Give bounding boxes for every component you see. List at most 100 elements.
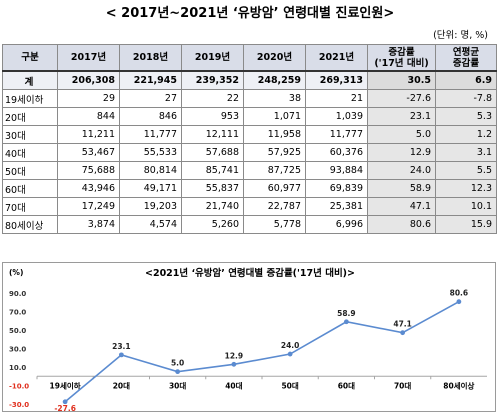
table-cell: 11,211 xyxy=(57,125,120,144)
data-label: 5.0 xyxy=(171,359,184,368)
x-tick-label: 19세이하 xyxy=(50,380,81,390)
column-header-line1: 2019년 xyxy=(194,52,231,63)
table-cell: 87,725 xyxy=(243,161,306,180)
y-unit-label: (%) xyxy=(9,268,23,277)
table-cell: 21 xyxy=(305,89,368,108)
table-cell: 5,778 xyxy=(243,215,306,234)
table-cell: 844 xyxy=(57,107,120,126)
table-cell: 1.2 xyxy=(435,125,497,144)
table-cell: 27 xyxy=(119,89,182,108)
table-cell: 5.0 xyxy=(367,125,436,144)
table-cell: 80,814 xyxy=(119,161,182,180)
table-cell: 5.5 xyxy=(435,161,497,180)
table-cell: 53,467 xyxy=(57,143,120,162)
chart-container: <2021년 ‘유방암’ 연령대별 증감률('17년 대비)> (%) -30.0 -… xyxy=(2,262,496,413)
table-body: 계 206,308 221,945 239,352 248,259 269,313 30.5… xyxy=(2,70,497,234)
column-header-line1: 구분 xyxy=(21,52,39,63)
column-header: 증감률 ('17년 대비) xyxy=(367,44,436,72)
table-total-row: 계 206,308 221,945 239,352 248,259 269,313 30.5… xyxy=(2,70,497,90)
column-header-line1: 증감률 xyxy=(388,46,415,58)
table-cell: 55,533 xyxy=(119,143,182,162)
column-header-line2: 증감률 xyxy=(452,57,480,69)
data-label: 12.9 xyxy=(225,351,244,360)
table-cell: 60,977 xyxy=(243,179,306,198)
table-row: 30대 11,211 11,777 12,111 11,958 11,777 5.0 1.2 xyxy=(2,125,497,144)
table-cell: 11,777 xyxy=(305,125,368,144)
table-cell: 25,381 xyxy=(305,197,368,216)
row-label: 40대 xyxy=(2,143,58,162)
table-cell: 49,171 xyxy=(119,179,182,198)
table-cell: 60,376 xyxy=(305,143,368,162)
data-label: -27.6 xyxy=(54,404,76,413)
page-title: < 2017년~2021년 ‘유방암’ 연령대별 진료인원> xyxy=(105,6,395,21)
data-point xyxy=(62,399,68,405)
x-tick-label: 60대 xyxy=(338,380,355,390)
table-cell: 239,352 xyxy=(181,70,244,90)
x-tick-label: 50대 xyxy=(281,380,298,390)
data-label: 58.9 xyxy=(337,309,356,318)
column-header: 구분 xyxy=(2,44,58,72)
row-label: 30대 xyxy=(2,125,58,144)
row-label: 80세이상 xyxy=(2,215,58,234)
y-tick-label: 70.0 xyxy=(9,309,26,317)
series-line xyxy=(64,300,460,403)
row-label: 50대 xyxy=(2,161,58,180)
y-tick-label: 50.0 xyxy=(9,327,26,335)
table-cell: 5.3 xyxy=(435,107,497,126)
table-cell: 3.1 xyxy=(435,143,497,162)
y-tick-label: -30.0 xyxy=(9,401,29,409)
data-label: 80.6 xyxy=(450,289,469,298)
data-point xyxy=(287,351,293,357)
table-cell: 55,837 xyxy=(181,179,244,198)
line-chart: <2021년 ‘유방암’ 연령대별 증감률('17년 대비)> (%) -30.0 -… xyxy=(9,267,487,413)
table-cell: 4,574 xyxy=(119,215,182,234)
row-label: 20대 xyxy=(2,107,58,126)
column-header: 2018년 xyxy=(119,44,182,72)
row-label: 60대 xyxy=(2,179,58,198)
x-tick-label: 20대 xyxy=(113,380,130,390)
x-tick-label: 80세이상 xyxy=(443,380,474,390)
table-header-row: 구분 2017년 2018년 2019년 2020년 2021년 증감률 ('17년 대비) 연… xyxy=(2,44,497,72)
table-row: 70대 17,249 19,203 21,740 22,787 25,381 47.1 10.… xyxy=(2,197,497,216)
column-header: 2017년 xyxy=(57,44,120,72)
row-label: 계 xyxy=(2,70,58,90)
table-cell: 69,839 xyxy=(305,179,368,198)
table-row: 40대 53,467 55,533 57,688 57,925 60,376 12.9 3.1 xyxy=(2,143,497,162)
row-label: 70대 xyxy=(2,197,58,216)
table-cell: 22,787 xyxy=(243,197,306,216)
column-header-line2: ('17년 대비) xyxy=(374,57,429,69)
data-point xyxy=(400,330,406,336)
x-tick-label: 70대 xyxy=(394,380,411,390)
table-cell: 30.5 xyxy=(367,70,436,90)
data-point xyxy=(231,361,237,367)
table-cell: 29 xyxy=(57,89,120,108)
table-cell: 57,925 xyxy=(243,143,306,162)
y-tick-label: 90.0 xyxy=(9,290,26,298)
table-cell: 75,688 xyxy=(57,161,120,180)
data-point xyxy=(343,319,349,325)
table-row: 60대 43,946 49,171 55,837 60,977 69,839 58.9 12.… xyxy=(2,179,497,198)
data-point xyxy=(175,369,181,375)
table-cell: 1,039 xyxy=(305,107,368,126)
table-cell: 269,313 xyxy=(305,70,368,90)
table-cell: 10.1 xyxy=(435,197,497,216)
data-label: 23.1 xyxy=(112,342,131,351)
table-cell: 21,740 xyxy=(181,197,244,216)
table-cell: 5,260 xyxy=(181,215,244,234)
table-cell: 80.6 xyxy=(367,215,436,234)
data-label: 24.0 xyxy=(281,341,300,350)
stats-table: 구분 2017년 2018년 2019년 2020년 2021년 증감률 ('17년 대비) 연… xyxy=(2,44,497,234)
column-header-line1: 2017년 xyxy=(70,52,107,63)
data-point xyxy=(456,299,462,305)
table-cell: 47.1 xyxy=(367,197,436,216)
table-cell: 12.9 xyxy=(367,143,436,162)
column-header-line1: 2020년 xyxy=(256,52,293,63)
table-cell: -7.8 xyxy=(435,89,497,108)
table-cell: 24.0 xyxy=(367,161,436,180)
column-header-line1: 2021년 xyxy=(318,52,355,63)
table-cell: 6,996 xyxy=(305,215,368,234)
data-point xyxy=(118,352,124,358)
unit-label: (단위: 명, %) xyxy=(433,30,488,41)
table-cell: 57,688 xyxy=(181,143,244,162)
table-cell: 3,874 xyxy=(57,215,120,234)
